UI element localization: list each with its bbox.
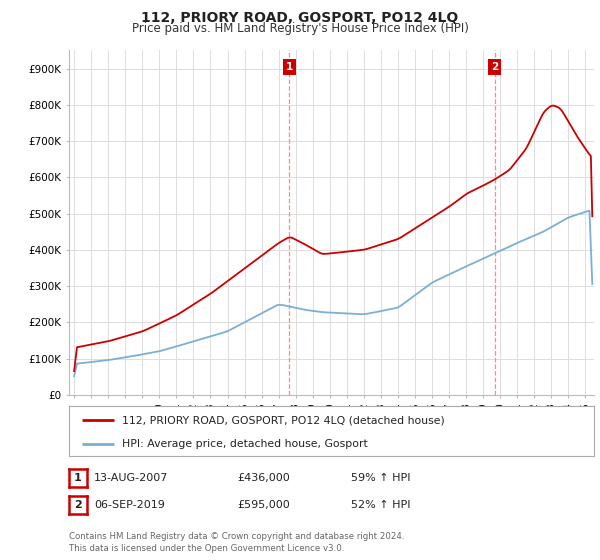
- Text: HPI: Average price, detached house, Gosport: HPI: Average price, detached house, Gosp…: [121, 439, 367, 449]
- Text: 112, PRIORY ROAD, GOSPORT, PO12 4LQ (detached house): 112, PRIORY ROAD, GOSPORT, PO12 4LQ (det…: [121, 415, 444, 425]
- Text: £436,000: £436,000: [237, 473, 290, 483]
- Text: 112, PRIORY ROAD, GOSPORT, PO12 4LQ: 112, PRIORY ROAD, GOSPORT, PO12 4LQ: [142, 11, 458, 25]
- Text: 13-AUG-2007: 13-AUG-2007: [94, 473, 169, 483]
- Text: £595,000: £595,000: [237, 500, 290, 510]
- Text: Contains HM Land Registry data © Crown copyright and database right 2024.
This d: Contains HM Land Registry data © Crown c…: [69, 533, 404, 553]
- Text: 2: 2: [74, 500, 82, 510]
- Text: 1: 1: [286, 62, 293, 72]
- Text: Price paid vs. HM Land Registry's House Price Index (HPI): Price paid vs. HM Land Registry's House …: [131, 22, 469, 35]
- Text: 06-SEP-2019: 06-SEP-2019: [94, 500, 165, 510]
- Text: 59% ↑ HPI: 59% ↑ HPI: [351, 473, 410, 483]
- Text: 2: 2: [491, 62, 499, 72]
- Text: 52% ↑ HPI: 52% ↑ HPI: [351, 500, 410, 510]
- Text: 1: 1: [74, 473, 82, 483]
